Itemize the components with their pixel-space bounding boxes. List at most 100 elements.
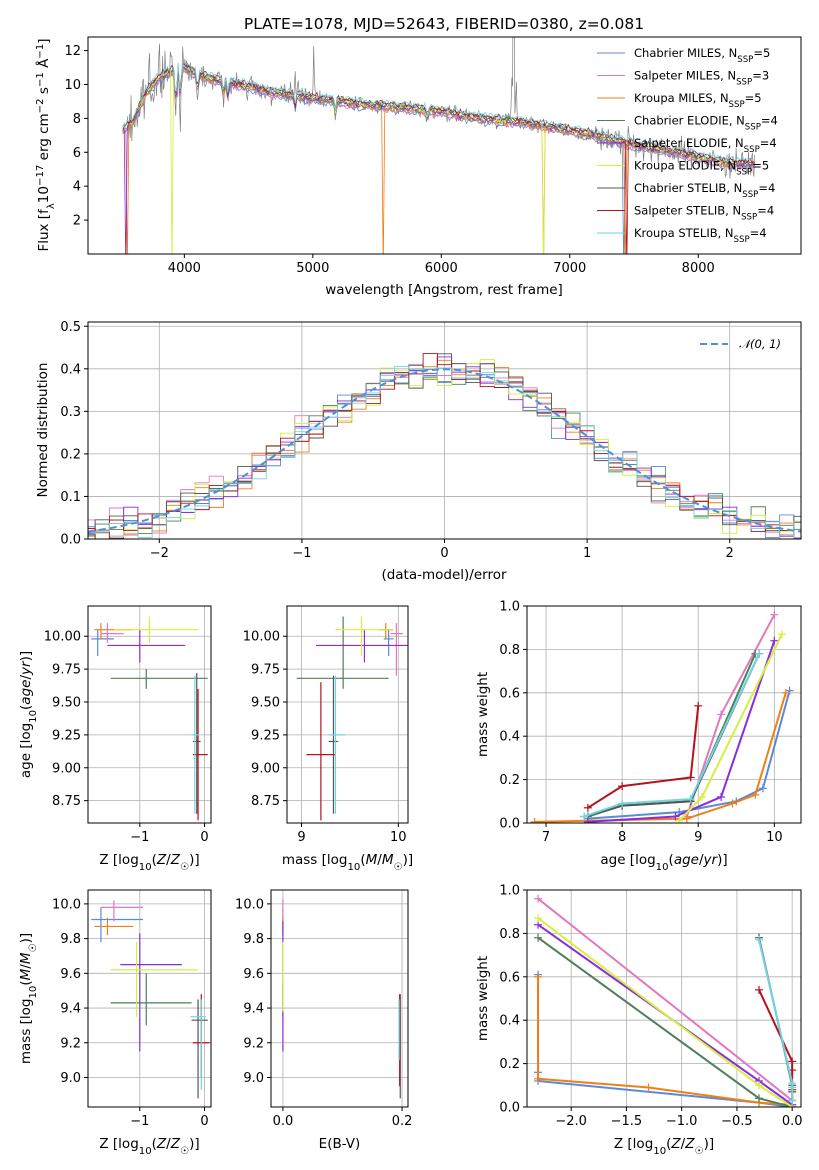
mass_vs_ebv-marks bbox=[282, 898, 401, 1099]
y-tick-label: 12 bbox=[64, 44, 81, 59]
y-tick-label: 0.8 bbox=[499, 643, 520, 658]
x-tick-label: −1 bbox=[130, 830, 149, 845]
normal-distribution-curve bbox=[88, 368, 801, 533]
y-tick-label: 6 bbox=[73, 146, 81, 161]
mass_vs_Z-plot bbox=[84, 889, 212, 1111]
legend-entry-salpeter-stelib: Salpeter STELIB, NSSP=4 bbox=[634, 204, 774, 223]
x-tick-label: −0.5 bbox=[721, 1114, 753, 1129]
y-tick-label: 9.0 bbox=[243, 1071, 264, 1086]
x-tick-label: −1 bbox=[130, 1114, 149, 1129]
y-tick-label: 10 bbox=[64, 78, 81, 93]
y-axis-label: mass [log10(M/M☉)] bbox=[18, 933, 39, 1064]
y-tick-label: 0.5 bbox=[60, 320, 81, 335]
mass_vs_Z-marks bbox=[91, 900, 210, 1099]
y-tick-label: 0.3 bbox=[60, 405, 81, 420]
x-tick-label: −1.5 bbox=[611, 1114, 643, 1129]
x-tick-label: 0.0 bbox=[273, 1114, 294, 1129]
series-line-salpeter-miles bbox=[537, 897, 793, 1102]
y-tick-label: 8.75 bbox=[251, 794, 280, 809]
y-tick-label: 9.75 bbox=[52, 663, 81, 678]
x-tick-label: 7000 bbox=[553, 261, 586, 276]
histogram-salpeter-elodie bbox=[88, 356, 801, 539]
y-tick-label: 0.4 bbox=[60, 362, 81, 377]
y-axis-label: mass weight bbox=[475, 956, 491, 1041]
y-tick-label: 0.0 bbox=[60, 533, 81, 548]
errorbar-kroupa-elodie bbox=[335, 616, 394, 656]
y-tick-label: 9.2 bbox=[243, 1036, 264, 1051]
x-axis-label: mass [log10(M/M☉)] bbox=[282, 852, 413, 873]
residual-legend: 𝒩(0, 1) bbox=[700, 337, 781, 351]
series-salpeter-elodie bbox=[583, 636, 779, 823]
residuals-frame bbox=[87, 321, 802, 540]
y-tick-label: 9.8 bbox=[243, 932, 264, 947]
y-axis-label: mass weight bbox=[475, 672, 491, 757]
x-tick-label: 0 bbox=[200, 830, 208, 845]
y-tick-label: 0.2 bbox=[499, 1057, 520, 1072]
x-tick-label: 10 bbox=[390, 830, 407, 845]
series-chabrier-stelib bbox=[755, 933, 797, 1105]
errorbar-kroupa-elodie bbox=[110, 942, 199, 1017]
errorbar-chabrier-miles bbox=[91, 629, 114, 656]
chart-title: PLATE=1078, MJD=52643, FIBERID=0380, z=0… bbox=[244, 15, 644, 33]
y-tick-label: 8 bbox=[73, 112, 81, 127]
x-axis-label: Z [log10(Z/Z☉)] bbox=[99, 852, 199, 873]
x-tick-label: 10 bbox=[766, 830, 783, 845]
y-tick-label: 1.0 bbox=[499, 600, 520, 615]
errorbar-salpeter-miles bbox=[100, 900, 144, 922]
x-tick-label: 2 bbox=[726, 546, 734, 561]
mass_vs_ebv-plot bbox=[267, 889, 409, 1111]
mass_weight_vs_Z-frame bbox=[526, 889, 802, 1108]
series-line-salpeter-elodie bbox=[587, 640, 776, 823]
age_vs_Z-marks bbox=[91, 616, 208, 821]
legend-entry-salpeter-elodie: Salpeter ELODIE, NSSP=4 bbox=[634, 136, 777, 155]
legend-entry-kroupa-elodie: Kroupa ELODIE, NSSP=5 bbox=[634, 159, 769, 178]
y-tick-label: 0.2 bbox=[499, 773, 520, 788]
errorbar-kroupa-stelib bbox=[190, 999, 206, 1090]
mass_vs_ebv-frame bbox=[270, 889, 409, 1108]
series-line-kroupa-stelib bbox=[583, 653, 761, 818]
histogram-chabrier-stelib bbox=[88, 353, 801, 537]
y-tick-label: 9.75 bbox=[251, 663, 280, 678]
spectrum-frame bbox=[87, 36, 802, 255]
legend-entry-chabrier-elodie: Chabrier ELODIE, NSSP=4 bbox=[634, 114, 778, 133]
y-tick-label: 10.0 bbox=[52, 897, 81, 912]
y-tick-label: 1.0 bbox=[499, 884, 520, 899]
series-kroupa-miles bbox=[534, 972, 797, 1107]
errorbar-salpeter-elodie bbox=[120, 933, 182, 1052]
errorbar-chabrier-miles bbox=[91, 907, 144, 943]
y-tick-label: 9.25 bbox=[52, 728, 81, 743]
errorbar-salpeter-miles bbox=[100, 623, 124, 643]
x-axis-label: wavelength [Angstrom, rest frame] bbox=[325, 282, 563, 298]
x-tick-label: 0.0 bbox=[782, 1114, 803, 1129]
errorbar-salpeter-miles bbox=[390, 623, 404, 676]
age_vs_Z-frame bbox=[87, 605, 212, 824]
y-tick-label: 0.6 bbox=[499, 970, 520, 985]
y-axis-label: age [log10(age/yr)] bbox=[18, 651, 39, 778]
y-tick-label: 9.6 bbox=[60, 967, 81, 982]
x-tick-label: −2.0 bbox=[555, 1114, 587, 1129]
y-tick-label: 9.0 bbox=[60, 1071, 81, 1086]
y-tick-label: 0.1 bbox=[60, 490, 81, 505]
legend-entry-chabrier-stelib: Chabrier STELIB, NSSP=4 bbox=[634, 181, 775, 200]
series-kroupa-stelib bbox=[580, 649, 764, 821]
y-tick-label: 0.4 bbox=[499, 730, 520, 745]
x-tick-label: 0.2 bbox=[392, 1114, 413, 1129]
y-tick-label: 0.4 bbox=[499, 1014, 520, 1029]
errorbar-salpeter-stelib bbox=[306, 682, 336, 821]
errorbar-kroupa-miles bbox=[94, 917, 134, 936]
mass_weight_vs_Z-plot bbox=[523, 889, 802, 1111]
errorbar-kroupa-stelib bbox=[191, 675, 200, 814]
x-tick-label: −2 bbox=[150, 546, 169, 561]
errorbar-chabrier-elodie bbox=[296, 616, 389, 689]
mass_weight_vs_age-frame bbox=[526, 605, 802, 824]
y-tick-label: 9.00 bbox=[251, 761, 280, 776]
y-tick-label: 9.50 bbox=[52, 696, 81, 711]
x-axis-label: (data-model)/error bbox=[381, 567, 507, 583]
histogram-kroupa-miles bbox=[88, 359, 801, 539]
histogram-kroupa-stelib bbox=[88, 366, 801, 539]
y-tick-label: 9.25 bbox=[251, 728, 280, 743]
x-axis-label: age [log10(age/yr)] bbox=[600, 852, 727, 873]
errorbar-chabrier-elodie bbox=[110, 669, 208, 689]
legend-entry-kroupa-stelib: Kroupa STELIB, NSSP=4 bbox=[634, 226, 767, 245]
x-tick-label: −1.0 bbox=[666, 1114, 698, 1129]
